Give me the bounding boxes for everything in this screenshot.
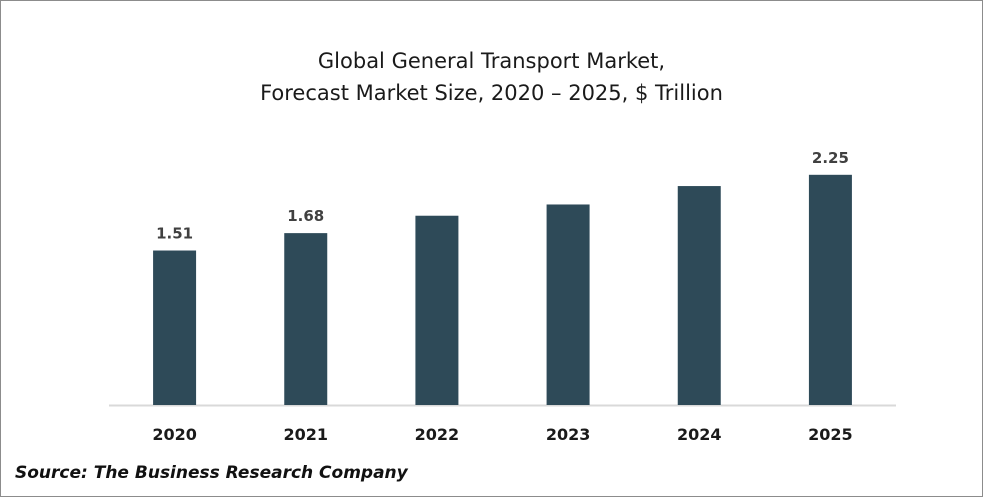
x-tick-label-2021: 2021 bbox=[283, 425, 328, 444]
x-tick-label-2022: 2022 bbox=[415, 425, 460, 444]
bar-2020 bbox=[153, 250, 197, 405]
x-tick-label-2024: 2024 bbox=[677, 425, 722, 444]
chart-title-line-1: Global General Transport Market, bbox=[317, 49, 666, 73]
data-label-2025: 2.25 bbox=[812, 149, 849, 167]
data-label-2021: 1.68 bbox=[287, 207, 324, 225]
source-note: Source: The Business Research Company bbox=[15, 463, 408, 483]
bar-2025 bbox=[808, 174, 852, 405]
x-tick-label-2023: 2023 bbox=[546, 425, 591, 444]
data-label-2020: 1.51 bbox=[156, 225, 193, 243]
x-tick-label-2020: 2020 bbox=[152, 425, 197, 444]
chart-title: Global General Transport Market, Forecas… bbox=[1, 45, 982, 109]
bar-2024 bbox=[677, 186, 721, 405]
chart-title-line-2: Forecast Market Size, 2020 – 2025, $ Tri… bbox=[260, 81, 723, 105]
bar-2022 bbox=[415, 215, 459, 405]
bar-2023 bbox=[546, 204, 590, 405]
x-tick-label-2025: 2025 bbox=[808, 425, 853, 444]
bar-2021 bbox=[284, 233, 328, 405]
